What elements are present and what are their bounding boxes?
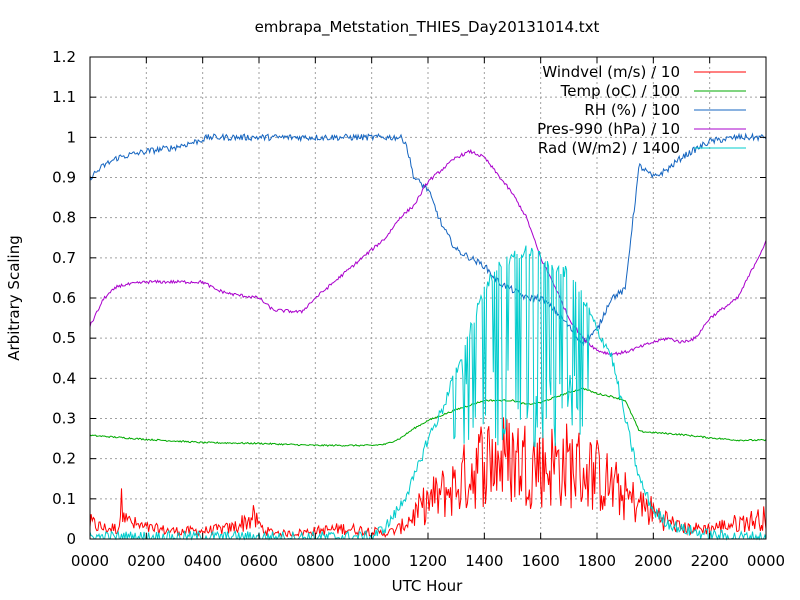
y-tick-label: 0.3: [52, 410, 76, 428]
y-tick-label: 0.4: [52, 369, 76, 387]
x-tick-label: 0800: [296, 552, 334, 570]
x-tick-label: 0600: [240, 552, 278, 570]
series-line: [89, 132, 767, 347]
x-tick-label: 0200: [127, 552, 165, 570]
legend-label: RH (%) / 100: [584, 101, 680, 119]
x-tick-label: 0000: [747, 552, 785, 570]
y-tick-label: 1.1: [52, 88, 76, 106]
x-tick-label: 0000: [71, 552, 109, 570]
y-axis-label: Arbitrary Scaling: [5, 235, 23, 361]
legend-label: Rad (W/m2) / 1400: [538, 139, 680, 157]
x-tick-label: 2000: [634, 552, 672, 570]
x-axis-label: UTC Hour: [392, 577, 463, 595]
legend-label: Windvel (m/s) / 10: [542, 63, 680, 81]
x-tick-label: 1000: [353, 552, 391, 570]
y-tick-label: 1: [66, 128, 76, 146]
chart-title: embrapa_Metstation_THIES_Day20131014.txt: [255, 18, 600, 37]
y-tick-label: 0.1: [52, 490, 76, 508]
series-line: [89, 148, 767, 357]
y-tick-label: 0.7: [52, 249, 76, 267]
legend-label: Temp (oC) / 100: [560, 82, 680, 100]
x-tick-label: 1400: [465, 552, 503, 570]
y-tick-label: 0: [66, 530, 76, 548]
x-tick-label: 0400: [184, 552, 222, 570]
y-tick-label: 0.9: [52, 169, 76, 187]
series-line: [89, 417, 767, 538]
y-tick-label: 0.2: [52, 450, 76, 468]
tick-layer: 0 0.1 0.2 0.3 0.4 0.5 0.6 0.7 0.8 0.9 1 1.1 1.2 0000 0…: [52, 48, 785, 570]
series-layer: [89, 132, 767, 541]
y-tick-label: 0.8: [52, 209, 76, 227]
x-tick-label: 1800: [578, 552, 616, 570]
series-line: [89, 387, 767, 447]
x-tick-label: 2200: [691, 552, 729, 570]
y-tick-label: 1.2: [52, 48, 76, 66]
x-tick-label: 1200: [409, 552, 447, 570]
y-tick-label: 0.6: [52, 289, 76, 307]
x-tick-label: 1600: [522, 552, 560, 570]
legend-label: Pres-990 (hPa) / 10: [537, 120, 680, 138]
y-tick-label: 0.5: [52, 329, 76, 347]
